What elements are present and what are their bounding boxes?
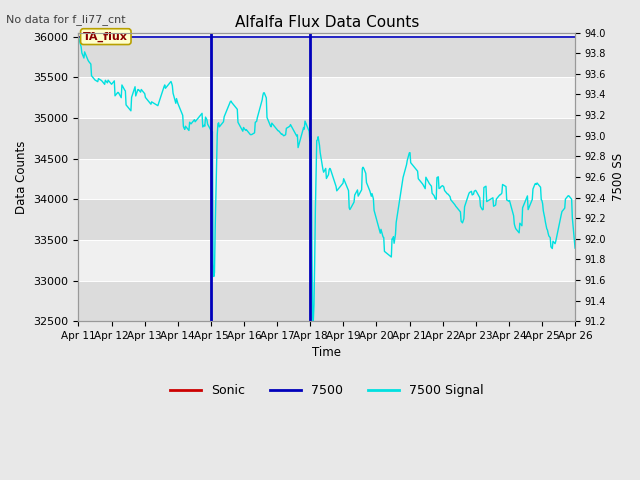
- Y-axis label: Data Counts: Data Counts: [15, 140, 28, 214]
- X-axis label: Time: Time: [312, 347, 341, 360]
- Bar: [79, 118, 575, 158]
- Bar: [79, 36, 575, 77]
- Legend: Sonic, 7500, 7500 Signal: Sonic, 7500, 7500 Signal: [164, 379, 489, 402]
- Title: Alfalfa Flux Data Counts: Alfalfa Flux Data Counts: [235, 15, 419, 30]
- Bar: [79, 281, 575, 321]
- Y-axis label: 7500 SS: 7500 SS: [612, 153, 625, 201]
- Bar: [79, 199, 575, 240]
- Text: TA_flux: TA_flux: [83, 32, 128, 42]
- Text: No data for f_li77_cnt: No data for f_li77_cnt: [6, 14, 126, 25]
